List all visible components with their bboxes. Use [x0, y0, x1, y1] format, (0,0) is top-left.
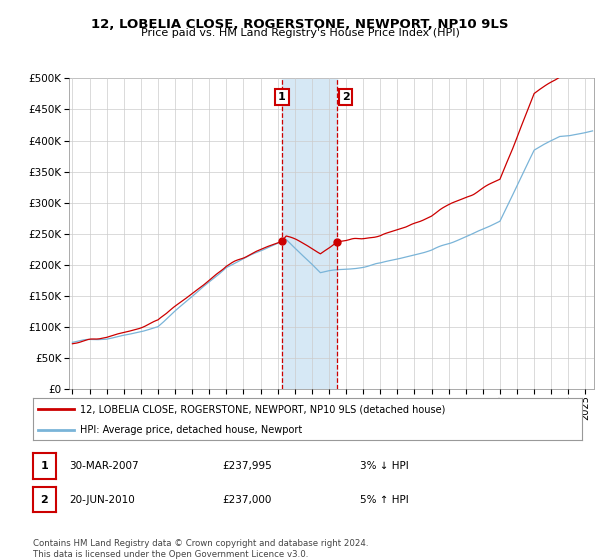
- Bar: [282, 78, 337, 389]
- Text: 20-JUN-2010: 20-JUN-2010: [69, 494, 135, 505]
- Text: 12, LOBELIA CLOSE, ROGERSTONE, NEWPORT, NP10 9LS (detached house): 12, LOBELIA CLOSE, ROGERSTONE, NEWPORT, …: [80, 404, 445, 414]
- Text: £237,000: £237,000: [222, 494, 271, 505]
- Text: 5% ↑ HPI: 5% ↑ HPI: [360, 494, 409, 505]
- Text: Contains HM Land Registry data © Crown copyright and database right 2024.
This d: Contains HM Land Registry data © Crown c…: [33, 539, 368, 559]
- Text: 2: 2: [41, 494, 48, 505]
- Text: £237,995: £237,995: [222, 461, 272, 471]
- Text: 12, LOBELIA CLOSE, ROGERSTONE, NEWPORT, NP10 9LS: 12, LOBELIA CLOSE, ROGERSTONE, NEWPORT, …: [91, 18, 509, 31]
- Text: 1: 1: [278, 92, 286, 102]
- Text: Price paid vs. HM Land Registry's House Price Index (HPI): Price paid vs. HM Land Registry's House …: [140, 28, 460, 38]
- Text: HPI: Average price, detached house, Newport: HPI: Average price, detached house, Newp…: [80, 426, 302, 435]
- Text: 2: 2: [341, 92, 349, 102]
- Text: 30-MAR-2007: 30-MAR-2007: [69, 461, 139, 471]
- Text: 3% ↓ HPI: 3% ↓ HPI: [360, 461, 409, 471]
- Text: 1: 1: [41, 461, 48, 471]
